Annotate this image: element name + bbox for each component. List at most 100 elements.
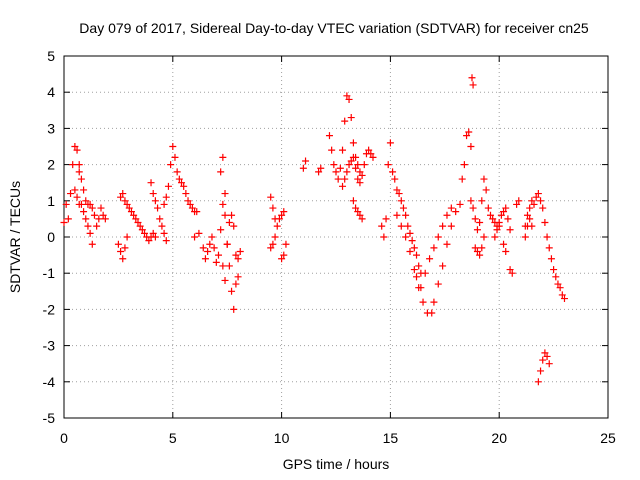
data-point <box>99 211 107 219</box>
data-point <box>123 200 131 208</box>
data-point <box>267 193 275 201</box>
data-point <box>482 186 490 194</box>
data-point <box>560 295 568 303</box>
data-point <box>88 204 96 212</box>
data-point <box>354 175 362 183</box>
data-point <box>136 222 144 230</box>
data-point <box>493 226 501 234</box>
data-point <box>101 215 109 223</box>
data-point <box>539 356 547 364</box>
data-point <box>365 146 373 154</box>
data-point <box>430 298 438 306</box>
data-point <box>541 349 549 357</box>
data-point <box>82 197 90 205</box>
data-point <box>380 233 388 241</box>
data-point <box>537 367 545 375</box>
y-tick-label: -1 <box>43 265 56 281</box>
data-point <box>513 200 521 208</box>
x-tick-labels: 0 5 10 15 20 25 <box>60 430 616 446</box>
data-point <box>219 153 227 161</box>
data-point <box>413 251 421 259</box>
data-point <box>471 215 479 223</box>
data-point <box>160 200 168 208</box>
data-point <box>125 204 133 212</box>
data-point <box>86 229 94 237</box>
x-tick-label: 0 <box>60 430 68 446</box>
data-point <box>347 157 355 165</box>
x-tick-label: 10 <box>274 430 290 446</box>
data-point <box>402 233 410 241</box>
data-point <box>349 139 357 147</box>
data-point <box>339 182 347 190</box>
data-point <box>71 186 79 194</box>
data-point <box>473 247 481 255</box>
data-point <box>484 204 492 212</box>
data-point <box>443 240 451 248</box>
data-point <box>97 204 105 212</box>
data-point <box>497 211 505 219</box>
data-point <box>160 229 168 237</box>
data-point <box>489 215 497 223</box>
data-point <box>228 287 236 295</box>
data-point <box>88 240 96 248</box>
data-point <box>336 164 344 172</box>
data-point <box>539 204 547 212</box>
data-point <box>147 179 155 187</box>
data-point <box>330 161 338 169</box>
data-point <box>169 143 177 150</box>
data-point <box>534 190 542 198</box>
y-tick-label: 4 <box>47 84 55 100</box>
data-point <box>186 200 194 208</box>
data-point <box>421 269 429 277</box>
data-point <box>119 190 127 198</box>
data-point <box>280 208 288 216</box>
data-point <box>550 266 558 274</box>
data-point <box>134 219 142 227</box>
data-point <box>182 190 190 198</box>
data-point <box>234 255 242 263</box>
data-point <box>358 171 366 179</box>
data-point <box>138 226 146 234</box>
y-tick-label: 0 <box>47 229 55 245</box>
data-point <box>93 222 101 230</box>
data-point <box>506 226 514 234</box>
data-point <box>193 208 201 216</box>
data-point <box>452 208 460 216</box>
data-point <box>219 262 227 270</box>
data-point <box>349 153 357 161</box>
data-point <box>267 244 275 252</box>
data-point <box>191 233 199 241</box>
data-point <box>399 204 407 212</box>
data-point <box>195 229 203 237</box>
data-point <box>491 233 499 241</box>
data-point <box>69 161 77 169</box>
data-point <box>467 197 475 205</box>
data-point <box>504 215 512 223</box>
data-point <box>393 186 401 194</box>
data-point <box>332 168 340 176</box>
data-point <box>476 251 484 259</box>
data-point <box>271 233 279 241</box>
data-point <box>236 247 244 255</box>
y-tick-label: -2 <box>43 301 56 317</box>
data-point <box>325 132 333 140</box>
data-point <box>71 143 79 150</box>
data-point <box>217 226 225 234</box>
data-point <box>389 168 397 176</box>
axis-ticks <box>63 55 609 419</box>
data-point <box>77 200 85 208</box>
data-point <box>167 161 175 169</box>
x-tick-label: 15 <box>383 430 399 446</box>
data-point <box>217 168 225 176</box>
data-point <box>471 244 479 252</box>
data-point <box>343 92 351 100</box>
data-point <box>378 222 386 230</box>
data-point <box>419 298 427 306</box>
data-point <box>369 153 377 161</box>
y-tick-label: -4 <box>43 374 56 390</box>
data-point <box>80 186 88 194</box>
data-point <box>356 168 364 176</box>
data-point <box>275 215 283 223</box>
data-point <box>473 226 481 234</box>
data-point <box>130 211 138 219</box>
